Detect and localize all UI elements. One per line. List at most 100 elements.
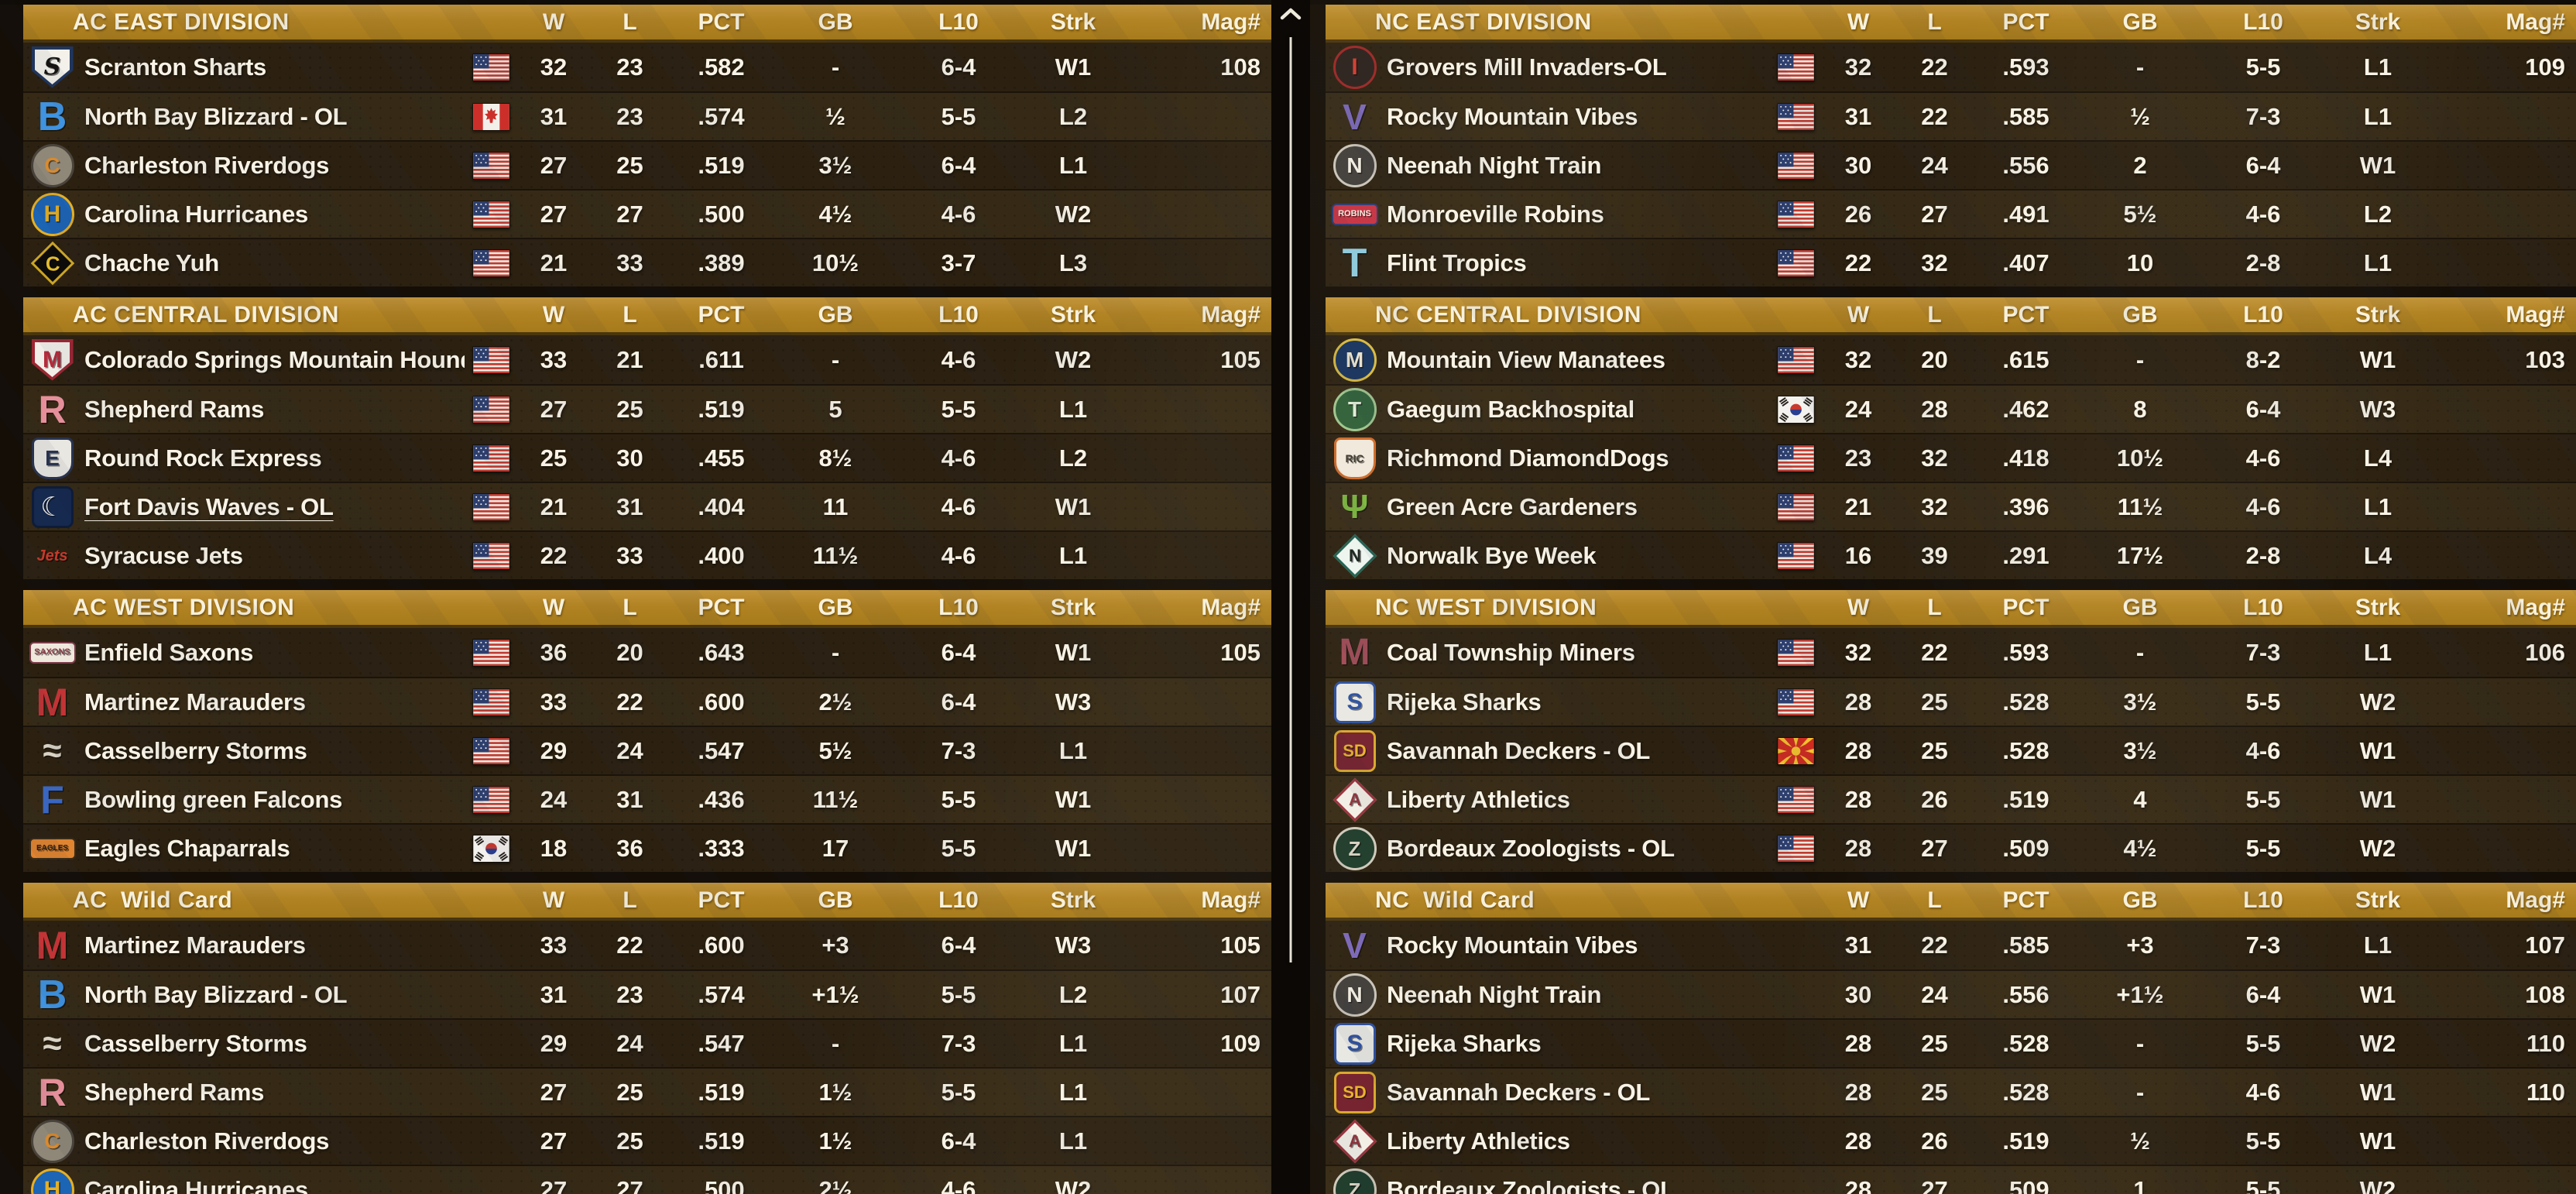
stat-strk: W1 [1055, 834, 1092, 862]
stat-w: 27 [540, 200, 568, 228]
team-name-link[interactable]: Liberty Athletics [1387, 1127, 1570, 1155]
team-name-link[interactable]: Enfield Saxons [84, 638, 254, 666]
team-name-link[interactable]: Fort Davis Waves - OL [84, 492, 334, 520]
team-row[interactable]: N Neenah Night Train 30 24 .556 2 6-4 W1 [1326, 140, 2576, 189]
team-row[interactable]: Jets Syracuse Jets 22 33 .400 11½ 4-6 L1 [23, 530, 1271, 579]
team-name-link[interactable]: Savannah Deckers - OL [1387, 1078, 1651, 1106]
team-row[interactable]: I Grovers Mill Invaders-OL 32 22 .593 - 5-5 L1 1… [1326, 43, 2576, 91]
team-name-link[interactable]: Carolina Hurricanes [84, 200, 308, 228]
stat-l10: 7-3 [2245, 931, 2281, 959]
team-row[interactable]: A Liberty Athletics 28 26 .519 ½ 5-5 W1 [1326, 1116, 2576, 1165]
stat-pct: .574 [698, 980, 745, 1008]
team-name-link[interactable]: Chache Yuh [84, 249, 219, 276]
team-name-link[interactable]: Shepherd Rams [84, 1078, 265, 1106]
team-row[interactable]: H Carolina Hurricanes 27 27 .500 4½ 4-6 W2 [23, 189, 1271, 238]
scroll-up-arrow-icon[interactable] [1271, 6, 1310, 22]
team-row[interactable]: Z Bordeaux Zoologists - OL 28 27 .509 1 5-5 W2 [1326, 1165, 2576, 1194]
team-name-link[interactable]: Neenah Night Train [1387, 980, 1602, 1008]
team-name-link[interactable]: North Bay Blizzard - OL [84, 980, 348, 1008]
team-name-link[interactable]: Coal Township Miners [1387, 638, 1635, 666]
team-row[interactable]: ≈ Casselberry Storms 29 24 .547 5½ 7-3 L1 [23, 726, 1271, 774]
team-row[interactable]: S Rijeka Sharks 28 25 .528 - 5-5 W2 110 [1326, 1018, 2576, 1067]
team-name-link[interactable]: Neenah Night Train [1387, 151, 1602, 179]
team-name-link[interactable]: Savannah Deckers - OL [1387, 736, 1651, 764]
scrollbar-track[interactable] [1288, 37, 1294, 1194]
team-row[interactable]: Ψ Green Acre Gardeners 21 32 .396 11½ 4-6 L1 [1326, 482, 2576, 530]
team-row[interactable]: EAGLES Eagles Chaparrals 18 36 .333 17 5-5 W1 [23, 823, 1271, 872]
team-row[interactable]: A Liberty Athletics 28 26 .519 4 5-5 W1 [1326, 774, 2576, 823]
team-name-link[interactable]: Casselberry Storms [84, 1029, 307, 1057]
team-row[interactable]: R Shepherd Rams 27 25 .519 1½ 5-5 L1 [23, 1067, 1271, 1116]
team-row[interactable]: C Charleston Riverdogs 27 25 .519 1½ 6-4 L1 [23, 1116, 1271, 1165]
team-name-link[interactable]: Norwalk Bye Week [1387, 541, 1597, 569]
team-name-link[interactable]: Carolina Hurricanes [84, 1175, 308, 1194]
team-name-link[interactable]: Casselberry Storms [84, 736, 307, 764]
team-row[interactable]: R Shepherd Rams 27 25 .519 5 5-5 L1 [23, 384, 1271, 433]
team-row[interactable]: F Bowling green Falcons 24 31 .436 11½ 5-5 W1 [23, 774, 1271, 823]
scrollbar[interactable] [1271, 0, 1310, 1194]
team-row[interactable]: M Coal Township Miners 32 22 .593 - 7-3 L1 106 [1326, 628, 2576, 677]
team-row[interactable]: T Gaegum Backhospital 24 28 .462 8 6-4 W3 [1326, 384, 2576, 433]
stat-l10: 5-5 [2245, 785, 2281, 813]
team-row[interactable]: V Rocky Mountain Vibes 31 22 .585 +3 7-3 L1 107 [1326, 921, 2576, 969]
team-name-link[interactable]: North Bay Blizzard - OL [84, 102, 348, 130]
team-row[interactable]: T Flint Tropics 22 32 .407 10 2-8 L1 [1326, 238, 2576, 286]
stat-pct: .291 [2002, 541, 2049, 569]
team-name-link[interactable]: Bordeaux Zoologists - OL [1387, 834, 1675, 862]
team-name-link[interactable]: Rijeka Sharks [1387, 688, 1542, 715]
team-name-link[interactable]: Grovers Mill Invaders-OL [1387, 53, 1667, 81]
stat-l10: 4-6 [941, 492, 976, 520]
team-name-link[interactable]: Flint Tropics [1387, 249, 1527, 276]
team-name-link[interactable]: Monroeville Robins [1387, 200, 1604, 228]
team-row[interactable]: SAXONS Enfield Saxons 36 20 .643 - 6-4 W1 105 [23, 628, 1271, 677]
team-row[interactable]: M Mountain View Manatees 32 20 .615 - 8-2 W1 103 [1326, 335, 2576, 384]
team-name-link[interactable]: Charleston Riverdogs [84, 1127, 330, 1155]
team-name-link[interactable]: Eagles Chaparrals [84, 834, 290, 862]
team-row[interactable]: M Colorado Springs Mountain Hounds - OL 33… [23, 335, 1271, 384]
team-name-link[interactable]: Scranton Sharts [84, 53, 266, 81]
team-row[interactable]: ☾ Fort Davis Waves - OL 21 31 .404 11 4-6 W1 [23, 482, 1271, 530]
stat-pct: .593 [2002, 638, 2049, 666]
team-row[interactable]: SD Savannah Deckers - OL 28 25 .528 - 4-6 W1 110 [1326, 1067, 2576, 1116]
team-row[interactable]: S Rijeka Sharks 28 25 .528 3½ 5-5 W2 [1326, 677, 2576, 726]
team-row[interactable]: ROBINS Monroeville Robins 26 27 .491 5½ 4-6 L2 [1326, 189, 2576, 238]
team-row[interactable]: E Round Rock Express 25 30 .455 8½ 4-6 L2 [23, 433, 1271, 482]
team-row[interactable]: N Norwalk Bye Week 16 39 .291 17½ 2-8 L4 [1326, 530, 2576, 579]
stat-gb: - [2135, 345, 2145, 373]
team-row[interactable]: M Martinez Marauders 33 22 .600 +3 6-4 W3 105 [23, 921, 1271, 969]
team-row[interactable]: C Charleston Riverdogs 27 25 .519 3½ 6-4 L1 [23, 140, 1271, 189]
team-row[interactable]: B North Bay Blizzard - OL 31 23 .574 +1½ 5-5 L2… [23, 969, 1271, 1018]
team-row[interactable]: S Scranton Sharts 32 23 .582 - 6-4 W1 108 [23, 43, 1271, 91]
team-row[interactable]: RIC Richmond DiamondDogs 23 32 .418 10½ 4-6 L4 [1326, 433, 2576, 482]
stat-strk: W2 [2359, 1029, 2396, 1057]
team-name-link[interactable]: Charleston Riverdogs [84, 151, 330, 179]
team-row[interactable]: SD Savannah Deckers - OL 28 25 .528 3½ 4-6 W1 [1326, 726, 2576, 774]
team-name-link[interactable]: Gaegum Backhospital [1387, 395, 1634, 423]
team-row[interactable]: B North Bay Blizzard - OL 31 23 .574 ½ 5-5 L2 [23, 91, 1271, 140]
team-name-link[interactable]: Round Rock Express [84, 444, 322, 472]
stat-mag: 109 [1220, 1029, 1261, 1057]
team-name-link[interactable]: Liberty Athletics [1387, 785, 1570, 813]
team-name-link[interactable]: Bowling green Falcons [84, 785, 343, 813]
team-row[interactable]: C Chache Yuh 21 33 .389 10½ 3-7 L3 [23, 238, 1271, 286]
team-row[interactable]: V Rocky Mountain Vibes 31 22 .585 ½ 7-3 L1 [1326, 91, 2576, 140]
team-row[interactable]: Z Bordeaux Zoologists - OL 28 27 .509 4½ 5-5 W2 [1326, 823, 2576, 872]
team-name-link[interactable]: Richmond DiamondDogs [1387, 444, 1669, 472]
team-row[interactable]: ≈ Casselberry Storms 29 24 .547 - 7-3 L1 109 [23, 1018, 1271, 1067]
team-row[interactable]: N Neenah Night Train 30 24 .556 +1½ 6-4 W1 108 [1326, 969, 2576, 1018]
team-name-link[interactable]: Rocky Mountain Vibes [1387, 102, 1638, 130]
team-name-link[interactable]: Bordeaux Zoologists - OL [1387, 1175, 1675, 1194]
team-name-link[interactable]: Rijeka Sharks [1387, 1029, 1542, 1057]
team-name-link[interactable]: Martinez Marauders [84, 931, 306, 959]
team-row[interactable]: H Carolina Hurricanes 27 27 .500 2½ 4-6 W2 [23, 1165, 1271, 1194]
team-name-link[interactable]: Colorado Springs Mountain Hounds - OL [84, 345, 465, 373]
team-name-link[interactable]: Rocky Mountain Vibes [1387, 931, 1638, 959]
stat-strk: L1 [1058, 395, 1088, 423]
team-row[interactable]: M Martinez Marauders 33 22 .600 2½ 6-4 W3 [23, 677, 1271, 726]
team-name-link[interactable]: Shepherd Rams [84, 395, 265, 423]
team-name-link[interactable]: Syracuse Jets [84, 541, 243, 569]
team-name-link[interactable]: Mountain View Manatees [1387, 345, 1665, 373]
team-name-link[interactable]: Green Acre Gardeners [1387, 492, 1638, 520]
scrollbar-thumb[interactable] [1289, 37, 1292, 962]
team-name-link[interactable]: Martinez Marauders [84, 688, 306, 715]
